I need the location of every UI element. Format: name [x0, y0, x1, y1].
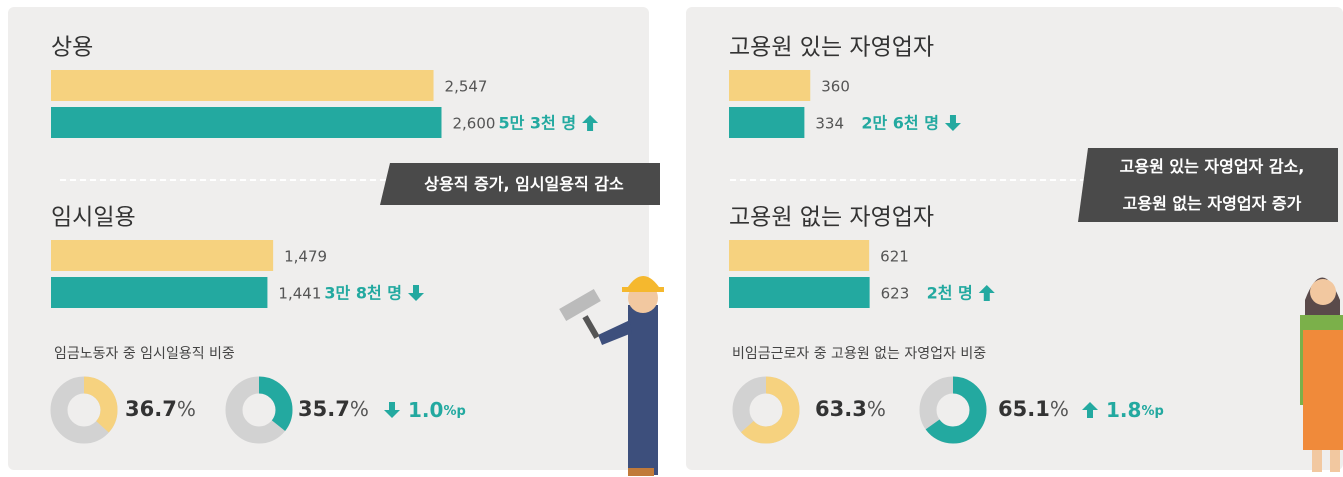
bar-value-label: 1,479 [284, 248, 327, 266]
ratio-value: 36.7% [125, 397, 196, 422]
ratio-change-number: 1.8 [1106, 398, 1141, 422]
group-title: 고용원 없는 자영업자 [729, 205, 934, 231]
group-title: 임시일용 [51, 205, 136, 231]
ratio-unit: % [1050, 397, 1069, 421]
ratio-change-number: 1.0 [408, 398, 443, 422]
ratio-value: 63.3% [815, 397, 886, 422]
bar-value-label: 1,441 [278, 285, 321, 303]
change-label: 3만 8천 명 [324, 284, 402, 303]
bar-value-label: 2,600 [452, 115, 495, 133]
group-title: 상용 [51, 35, 93, 61]
bar-value-label: 334 [815, 115, 844, 133]
bar [729, 240, 869, 271]
ratio-unit: % [867, 397, 886, 421]
ratio-number: 36.7 [125, 397, 177, 421]
bar-value-label: 621 [880, 248, 909, 266]
change-label: 2천 명 [927, 284, 973, 303]
ratio-number: 65.1 [998, 397, 1050, 421]
bar [729, 70, 810, 101]
ratio-title: 비임금근로자 중 고용원 없는 자영업자 비중 [732, 346, 986, 362]
ratio-number: 63.3 [815, 397, 867, 421]
ratio-unit: % [177, 397, 196, 421]
bar [729, 277, 870, 308]
infographic: 상용 2,547 2,6005만 3천 명임시일용 1,479 1,4413만 8천 명… [0, 0, 1343, 477]
ratio-unit: % [350, 397, 369, 421]
callout-text: 고용원 있는 자영업자 감소, [1120, 157, 1305, 176]
worker-illustration [1300, 278, 1343, 473]
bar-value-label: 360 [821, 78, 850, 96]
ratio-number: 35.7 [298, 397, 350, 421]
ratio-title: 임금노동자 중 임시일용직 비중 [54, 346, 235, 362]
change-label: 2만 6천 명 [861, 114, 939, 133]
ratio-value: 65.1% [998, 397, 1069, 422]
ratio-change-unit: %p [1141, 404, 1163, 419]
bar [729, 107, 804, 138]
bar [51, 70, 434, 101]
ratio-value: 35.7% [298, 397, 369, 422]
bar-value-label: 2,547 [445, 78, 488, 96]
callout-text: 상용직 증가, 임시일용직 감소 [424, 175, 624, 194]
change-label: 5만 3천 명 [498, 114, 576, 133]
bar [51, 240, 273, 271]
callout-text: 고용원 없는 자영업자 증가 [1123, 194, 1302, 213]
bar [51, 107, 441, 138]
ratio-change-unit: %p [443, 404, 465, 419]
group-title: 고용원 있는 자영업자 [729, 35, 934, 61]
bar [51, 277, 267, 308]
bar-value-label: 623 [881, 285, 910, 303]
